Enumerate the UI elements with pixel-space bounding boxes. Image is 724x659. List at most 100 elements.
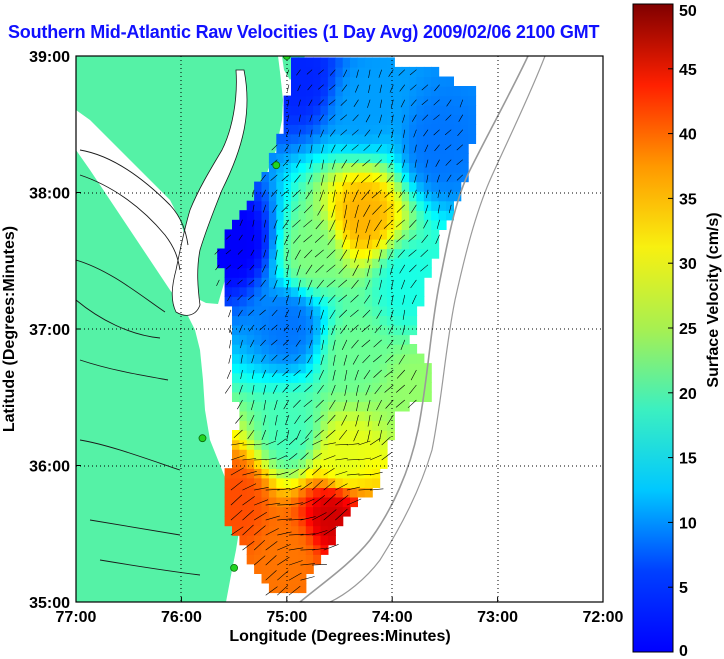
velocity-arrow <box>383 204 394 214</box>
velocity-cell <box>239 458 248 469</box>
velocity-cell <box>254 334 263 345</box>
velocity-cell <box>276 286 285 297</box>
velocity-cell <box>232 334 240 345</box>
velocity-cell <box>291 458 299 469</box>
velocity-cell <box>423 238 432 250</box>
velocity-cell <box>313 535 322 546</box>
velocity-cell <box>409 172 418 183</box>
velocity-arrow <box>379 114 382 123</box>
velocity-cell <box>320 124 329 135</box>
velocity-cell <box>364 152 373 164</box>
velocity-arrow <box>250 249 255 256</box>
y-tick-label: 38:00 <box>29 186 70 203</box>
velocity-cell <box>357 267 366 278</box>
velocity-arrow <box>355 234 359 249</box>
velocity-cell <box>298 277 307 288</box>
velocity-arrow <box>381 436 391 446</box>
velocity-cell <box>268 219 277 230</box>
velocity-cell <box>268 382 277 393</box>
velocity-arrow <box>456 174 464 181</box>
velocity-cell <box>409 124 418 135</box>
velocity-cell <box>350 200 358 211</box>
velocity-cell <box>431 86 440 97</box>
velocity-arrow <box>370 471 383 476</box>
velocity-cell <box>254 382 263 393</box>
velocity-cell <box>350 401 358 412</box>
velocity-cell <box>291 315 299 326</box>
velocity-cell <box>320 57 329 68</box>
velocity-cell <box>357 468 366 479</box>
velocity-cell <box>298 582 307 594</box>
velocity-cell <box>431 124 440 135</box>
velocity-cell <box>313 382 322 393</box>
velocity-cell <box>386 219 395 230</box>
velocity-arrow <box>277 585 289 596</box>
velocity-arrow <box>354 204 359 219</box>
velocity-cell <box>232 382 240 393</box>
plot-title: Southern Mid-Atlantic Raw Velocities (1 … <box>8 22 600 42</box>
velocity-cell <box>305 258 314 269</box>
velocity-arrow <box>253 539 266 551</box>
velocity-arrow <box>252 204 255 212</box>
velocity-cell <box>261 487 270 498</box>
velocity-cell <box>268 229 277 240</box>
velocity-arrow <box>240 339 243 349</box>
velocity-cell <box>305 143 314 154</box>
velocity-arrow <box>250 339 255 348</box>
velocity-cell <box>224 267 233 278</box>
velocity-arrow <box>326 279 336 288</box>
velocity-cell <box>232 363 240 374</box>
velocity-cell <box>291 143 299 154</box>
velocity-cell <box>350 410 358 422</box>
velocity-cell <box>335 401 344 412</box>
velocity-arrow <box>320 129 324 138</box>
velocity-cell <box>261 296 270 307</box>
velocity-cell <box>298 286 307 297</box>
velocity-cell <box>254 248 263 259</box>
velocity-cell <box>327 133 336 144</box>
station-markers <box>198 56 291 572</box>
velocity-cell <box>291 353 299 364</box>
velocity-arrow <box>339 249 348 261</box>
velocity-arrow <box>309 114 313 122</box>
velocity-cell <box>298 554 307 565</box>
velocity-cell <box>254 420 263 431</box>
velocity-cell <box>305 401 314 412</box>
velocity-cell <box>335 229 344 240</box>
velocity-cell <box>305 133 314 144</box>
velocity-cell <box>276 573 285 584</box>
velocity-cell <box>342 391 351 402</box>
velocity-cell <box>453 124 462 135</box>
velocity-arrow <box>285 129 290 137</box>
velocity-cell <box>246 258 255 269</box>
velocity-cell <box>468 133 477 144</box>
velocity-arrow <box>436 219 440 229</box>
velocity-cell <box>313 487 322 498</box>
velocity-cell <box>239 535 248 546</box>
velocity-arrow <box>368 69 371 79</box>
velocity-cell <box>431 172 440 183</box>
velocity-cell <box>320 86 329 97</box>
velocity-arrow <box>367 99 371 108</box>
velocity-cell <box>372 124 381 135</box>
velocity-cell <box>246 496 255 508</box>
velocity-cell <box>298 238 307 250</box>
velocity-arrow <box>288 518 304 521</box>
velocity-cell <box>261 382 270 393</box>
velocity-arrow <box>358 474 372 476</box>
velocity-arrow <box>365 219 371 233</box>
velocity-arrow <box>271 144 278 151</box>
velocity-arrow <box>282 339 290 346</box>
velocity-cell <box>364 458 373 469</box>
velocity-cell <box>409 219 418 230</box>
velocity-cell <box>291 487 299 498</box>
velocity-cell <box>291 391 299 402</box>
velocity-cell <box>350 449 358 460</box>
velocity-cell <box>431 181 440 192</box>
velocity-arrow <box>311 439 323 446</box>
velocity-arrow <box>303 219 313 228</box>
velocity-arrow <box>319 114 324 122</box>
velocity-cell <box>291 267 299 278</box>
velocity-arrow <box>315 399 324 408</box>
velocity-cell <box>320 200 329 211</box>
